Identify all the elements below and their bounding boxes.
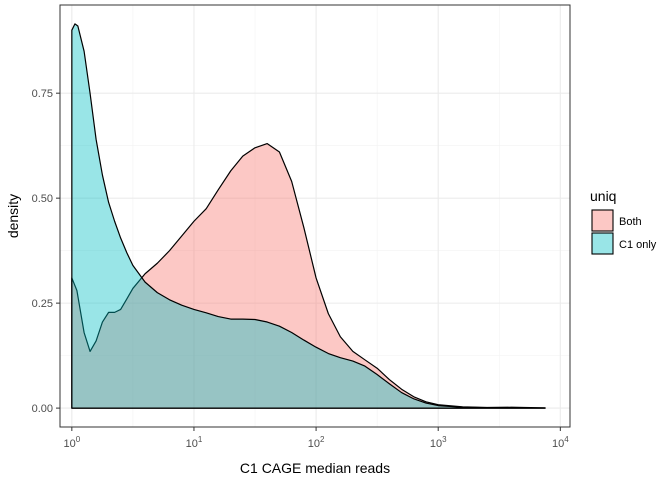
density-area-both xyxy=(71,142,546,409)
y-tick-label: 0.50 xyxy=(32,193,53,205)
x-axis-title: C1 CAGE median reads xyxy=(240,460,390,476)
y-tick-label: 0.25 xyxy=(32,298,53,310)
y-axis-title: density xyxy=(5,194,21,238)
x-tick-label: 102 xyxy=(308,435,325,450)
x-tick-label: 104 xyxy=(552,435,569,450)
y-tick-label: 0.00 xyxy=(32,403,53,415)
legend-key-c1-only xyxy=(591,232,614,255)
legend-label-both: Both xyxy=(619,216,642,228)
density-area-c1-only xyxy=(71,23,546,409)
x-tick-label: 100 xyxy=(63,435,80,450)
panel-background xyxy=(60,5,570,427)
legend-label-c1-only: C1 only xyxy=(619,239,657,251)
x-tick-label: 103 xyxy=(430,435,447,450)
y-axis-ticks: 0.00 0.25 0.50 0.75 xyxy=(32,88,60,415)
legend-title: uniq xyxy=(590,188,616,204)
legend: uniq Both C1 only xyxy=(590,188,657,255)
x-tick-label: 101 xyxy=(186,435,203,450)
density-areas xyxy=(71,23,546,409)
legend-key-both xyxy=(591,209,614,232)
x-axis-ticks: 100 101 102 103 104 xyxy=(63,427,569,450)
panel-border xyxy=(59,4,571,428)
y-tick-label: 0.75 xyxy=(32,88,53,100)
